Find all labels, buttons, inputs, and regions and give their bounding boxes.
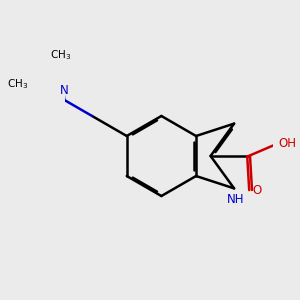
Text: CH$_3$: CH$_3$ (7, 77, 28, 91)
Text: OH: OH (279, 137, 297, 150)
Text: NH: NH (227, 193, 245, 206)
Text: O: O (253, 184, 262, 196)
Text: CH$_3$: CH$_3$ (50, 48, 71, 62)
Text: N: N (60, 84, 69, 97)
